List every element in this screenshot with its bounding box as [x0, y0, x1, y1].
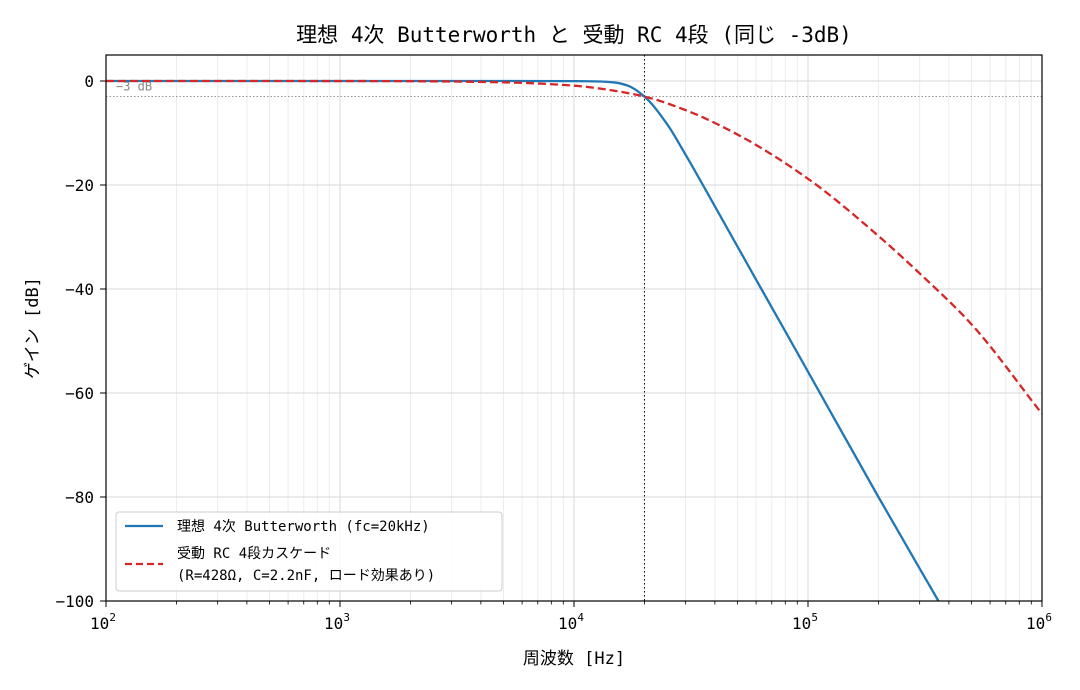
- y-axis-ticks: 0 −20 −40 −60 −80 −100: [55, 72, 106, 611]
- x-tick-label: 105: [792, 611, 818, 633]
- y-tick-label: −100: [55, 592, 94, 611]
- legend-label-rc-line2: (R=428Ω, C=2.2nF, ロード効果あり): [177, 568, 435, 584]
- grid: [105, 55, 1043, 602]
- series-line-rc-cascade: [106, 79, 1042, 415]
- legend: 理想 4次 Butterworth (fc=20kHz) 受動 RC 4段カスケ…: [115, 511, 503, 592]
- x-tick-label: 102: [90, 611, 116, 633]
- y-tick-label: 0: [84, 72, 94, 91]
- x-tick-label: 104: [558, 611, 584, 633]
- x-tick-label: 103: [324, 611, 350, 633]
- x-tick-label: 106: [1026, 611, 1052, 633]
- y-tick-label: −60: [65, 384, 94, 403]
- y-axis-label: ゲイン [dB]: [23, 277, 43, 379]
- minus3db-label: −3 dB: [116, 80, 152, 94]
- y-tick-label: −40: [65, 280, 94, 299]
- legend-label-butterworth: 理想 4次 Butterworth (fc=20kHz): [177, 519, 430, 535]
- reference-lines: −3 dB: [106, 55, 1042, 601]
- y-tick-label: −80: [65, 488, 94, 507]
- chart-title: 理想 4次 Butterworth と 受動 RC 4段 (同じ -3dB): [296, 23, 852, 47]
- series-layer: [106, 79, 1042, 601]
- x-axis-ticks: 102 103 104 105 106: [90, 601, 1052, 633]
- y-tick-label: −20: [65, 176, 94, 195]
- x-axis-label: 周波数 [Hz]: [523, 649, 625, 669]
- legend-box: [115, 511, 503, 592]
- legend-label-rc-line1: 受動 RC 4段カスケード: [177, 546, 331, 562]
- plot-area: [106, 79, 1042, 601]
